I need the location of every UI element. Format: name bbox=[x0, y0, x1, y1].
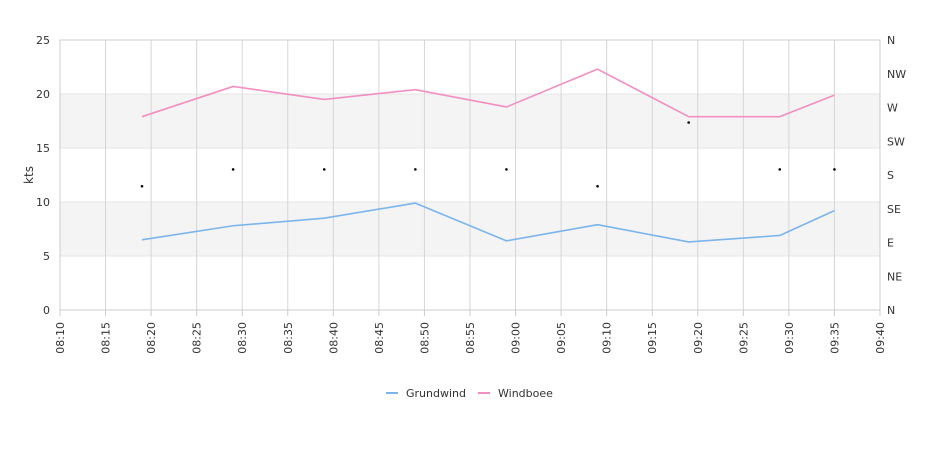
x-tick-label: 09:05 bbox=[555, 322, 568, 354]
x-tick-label: 08:55 bbox=[464, 322, 477, 354]
y-axis-title: kts bbox=[22, 166, 36, 184]
direction-marker bbox=[687, 121, 690, 124]
x-tick-label: 09:35 bbox=[828, 322, 841, 354]
y-tick-label: 5 bbox=[43, 250, 50, 263]
series-lines bbox=[141, 68, 835, 243]
y-tick-label: 0 bbox=[43, 304, 50, 317]
legend-label-grundwind: Grundwind bbox=[406, 387, 466, 400]
x-tick-label: 09:30 bbox=[783, 322, 796, 354]
y2-tick-label: SW bbox=[887, 135, 905, 148]
x-tick-label: 08:30 bbox=[236, 322, 249, 354]
gridlines bbox=[59, 39, 881, 311]
x-tick-label: 08:15 bbox=[100, 322, 113, 354]
x-tick-label: 09:00 bbox=[510, 322, 523, 354]
legend: Grundwind Windboee bbox=[386, 387, 553, 400]
y2-tick-label: N bbox=[887, 34, 895, 47]
direction-marker bbox=[778, 168, 782, 171]
direction-marker bbox=[833, 168, 836, 171]
series-line-grundwind bbox=[141, 202, 835, 243]
y2-tick-label: NE bbox=[887, 270, 902, 283]
direction-marker bbox=[140, 184, 144, 188]
y-axis-left: 0 5 10 15 20 25 bbox=[36, 34, 50, 317]
y2-tick-label: NW bbox=[887, 68, 906, 81]
x-tick-label: 09:25 bbox=[737, 322, 750, 354]
direction-markers bbox=[140, 121, 836, 188]
x-tick-label: 08:40 bbox=[327, 322, 340, 354]
y2-tick-label: W bbox=[887, 102, 898, 115]
x-tick-label: 08:50 bbox=[418, 322, 431, 354]
y2-tick-label: SE bbox=[887, 203, 901, 216]
series-line-windboee bbox=[141, 68, 835, 118]
direction-marker bbox=[505, 168, 508, 171]
x-tick-label: 08:25 bbox=[191, 322, 204, 354]
x-tick-label: 09:20 bbox=[692, 322, 705, 354]
direction-marker bbox=[414, 168, 417, 171]
x-tick-label: 08:45 bbox=[373, 322, 386, 354]
x-tick-label: 08:20 bbox=[145, 322, 158, 354]
direction-marker bbox=[596, 184, 599, 188]
y-tick-label: 10 bbox=[36, 196, 50, 209]
legend-label-windboee: Windboee bbox=[498, 387, 553, 400]
y-tick-label: 15 bbox=[36, 142, 50, 155]
direction-marker bbox=[231, 168, 235, 171]
y2-tick-label: S bbox=[887, 169, 894, 182]
y2-tick-label: N bbox=[887, 304, 895, 317]
x-tick-label: 08:35 bbox=[282, 322, 295, 354]
x-tick-label: 09:15 bbox=[646, 322, 659, 354]
x-tick-label: 08:10 bbox=[54, 322, 67, 354]
x-tick-label: 09:40 bbox=[874, 322, 887, 354]
y-axis-right: N NE E SE S SW W NW N bbox=[887, 34, 906, 317]
y-tick-label: 25 bbox=[36, 34, 50, 47]
y2-tick-label: E bbox=[887, 237, 894, 250]
x-axis: 08:10 08:15 08:20 08:25 08:30 08:35 08:40 08:45… bbox=[54, 310, 887, 354]
x-tick-label: 09:10 bbox=[601, 322, 614, 354]
direction-marker bbox=[322, 168, 326, 171]
y-tick-label: 20 bbox=[36, 88, 50, 101]
